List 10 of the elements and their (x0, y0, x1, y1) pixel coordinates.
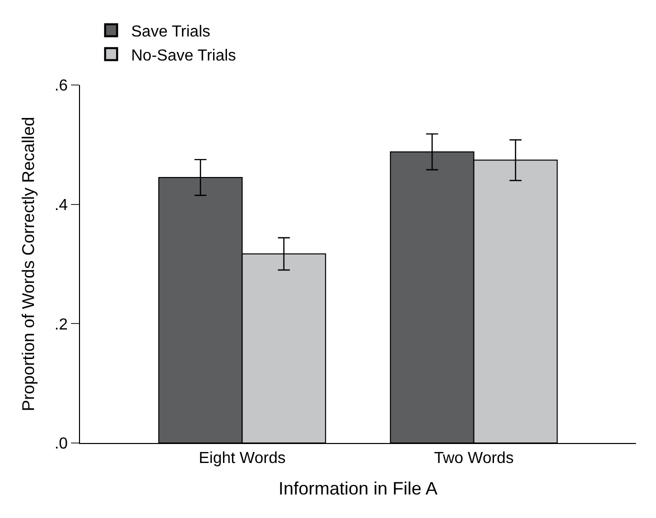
y-tick-label: .4 (54, 196, 68, 214)
legend-label: Save Trials (131, 24, 210, 41)
x-tick-label: Eight Words (198, 450, 286, 468)
x-axis-title: Information in File A (278, 478, 438, 498)
x-tick-label: Two Words (434, 450, 514, 468)
legend-label: No-Save Trials (131, 47, 236, 64)
y-tick-label: .0 (54, 436, 68, 453)
y-tick-label: .6 (54, 78, 68, 95)
y-tick-label: .2 (54, 316, 68, 334)
y-axis-title: Proportion of Words Correctly Recalled (19, 116, 38, 412)
